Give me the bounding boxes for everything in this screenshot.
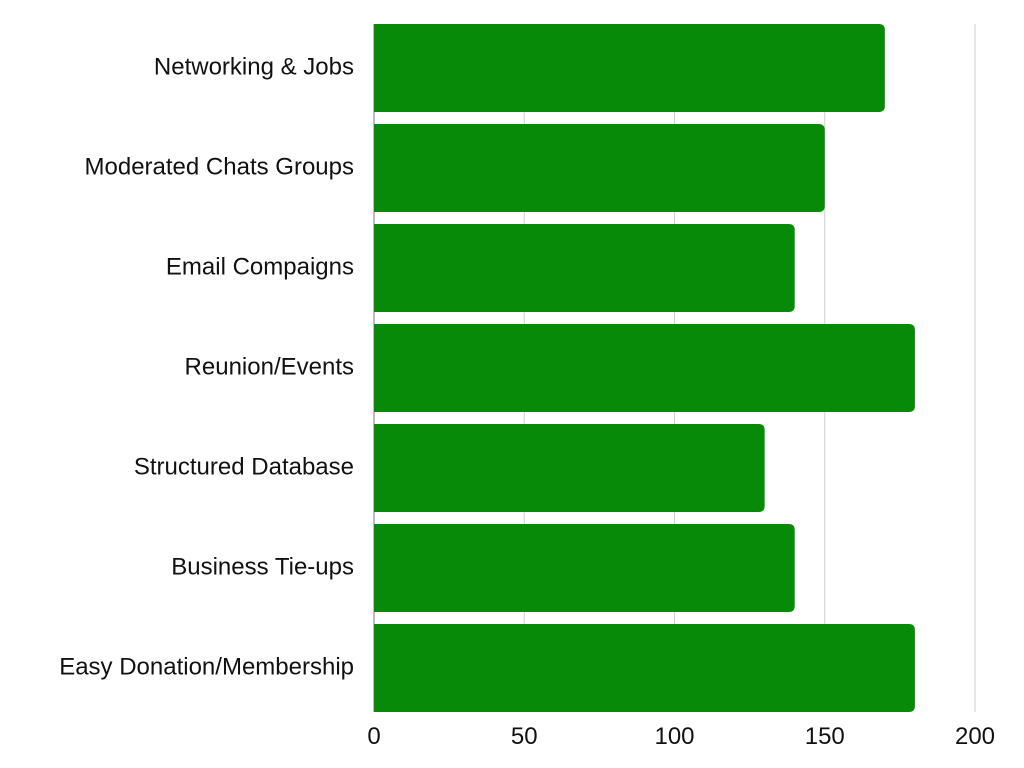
bar-3 bbox=[374, 324, 915, 412]
category-label: Reunion/Events bbox=[185, 353, 354, 380]
x-tick-label: 50 bbox=[511, 723, 538, 750]
category-label: Moderated Chats Groups bbox=[85, 153, 354, 180]
x-tick-label: 100 bbox=[654, 723, 694, 750]
bar-4 bbox=[374, 424, 765, 512]
bars bbox=[374, 24, 915, 712]
category-label: Structured Database bbox=[134, 453, 354, 480]
bar-1 bbox=[374, 124, 825, 212]
x-tick-label: 150 bbox=[805, 723, 845, 750]
bar-5 bbox=[374, 524, 795, 612]
category-label: Easy Donation/Membership bbox=[59, 653, 354, 680]
bar-6 bbox=[374, 624, 915, 712]
bar-2 bbox=[374, 224, 795, 312]
category-label: Business Tie-ups bbox=[171, 553, 354, 580]
x-axis-tick-labels: 0 50 100 150 200 bbox=[367, 723, 995, 750]
x-tick-label: 200 bbox=[955, 723, 995, 750]
bar-0 bbox=[374, 24, 885, 112]
category-labels: Networking & Jobs Moderated Chats Groups E… bbox=[59, 53, 354, 680]
category-label: Networking & Jobs bbox=[154, 53, 354, 80]
x-tick-label: 0 bbox=[367, 723, 380, 750]
category-label: Email Compaigns bbox=[166, 253, 354, 280]
